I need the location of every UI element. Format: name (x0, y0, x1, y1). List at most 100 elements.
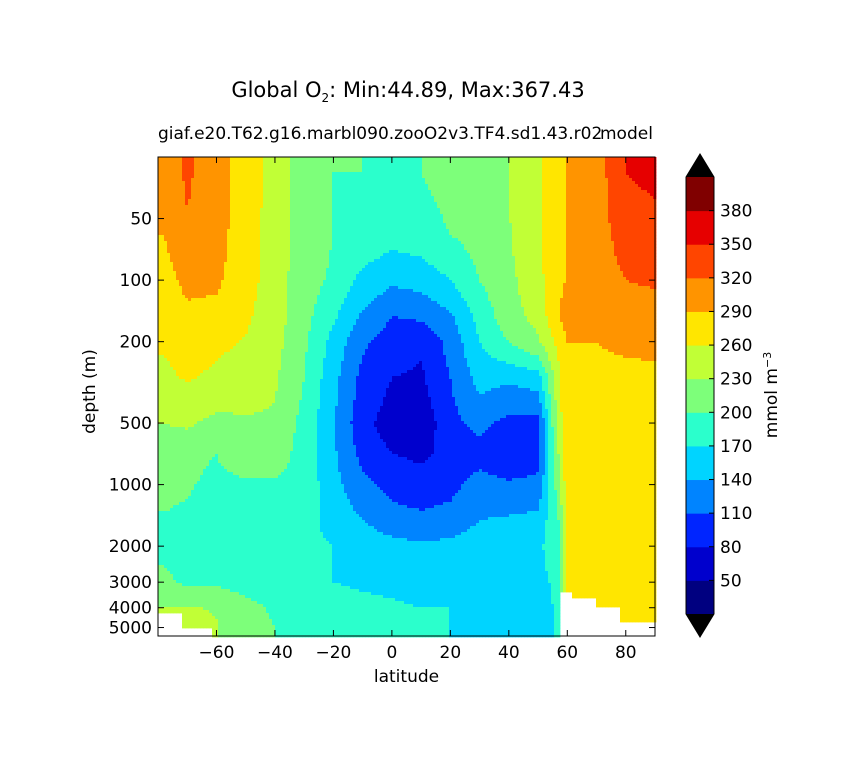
contour-cell (206, 232, 209, 235)
contour-cell (167, 370, 170, 373)
contour-cell (230, 187, 233, 190)
contour-cell (161, 598, 164, 601)
contour-cell (224, 478, 227, 481)
contour-cell (158, 259, 161, 262)
contour-cell (242, 487, 245, 490)
contour-cell (212, 334, 215, 337)
contour-cell (182, 553, 185, 556)
contour-cell (173, 520, 176, 523)
contour-cell (188, 247, 191, 250)
contour-cell (209, 313, 212, 316)
contour-cell (167, 280, 170, 283)
contour-cell (185, 400, 188, 403)
contour-cell (173, 229, 176, 232)
contour-cell (206, 472, 209, 475)
contour-cell (203, 439, 206, 442)
contour-cell (206, 346, 209, 349)
contour-cell (164, 373, 167, 376)
contour-cell (173, 427, 176, 430)
contour-cell (167, 487, 170, 490)
contour-cell (161, 211, 164, 214)
contour-cell (215, 610, 218, 613)
contour-cell (185, 268, 188, 271)
contour-cell (179, 433, 182, 436)
contour-cell (242, 157, 245, 160)
contour-cell (182, 379, 185, 382)
contour-cell (206, 520, 209, 523)
contour-cell (182, 583, 185, 586)
contour-cell (158, 538, 161, 541)
contour-cell (227, 250, 230, 253)
contour-cell (173, 301, 176, 304)
contour-cell (239, 625, 242, 628)
contour-cell (173, 379, 176, 382)
contour-cell (182, 478, 185, 481)
contour-cell (209, 445, 212, 448)
contour-cell (173, 187, 176, 190)
contour-cell (197, 292, 200, 295)
contour-cell (197, 235, 200, 238)
contour-cell (221, 589, 224, 592)
contour-cell (158, 295, 161, 298)
contour-cell (206, 484, 209, 487)
contour-cell (224, 631, 227, 634)
contour-cell (161, 241, 164, 244)
contour-cell (188, 157, 191, 160)
contour-cell (242, 583, 245, 586)
contour-cell (245, 526, 248, 529)
contour-cell (191, 616, 194, 619)
contour-cell (239, 310, 242, 313)
contour-cell (173, 547, 176, 550)
contour-cell (164, 472, 167, 475)
contour-cell (194, 385, 197, 388)
contour-cell (248, 598, 251, 601)
contour-cell (248, 229, 251, 232)
contour-cell (200, 388, 203, 391)
contour-cell (218, 340, 221, 343)
contour-cell (221, 232, 224, 235)
contour-cell (164, 184, 167, 187)
contour-cell (221, 217, 224, 220)
contour-cell (194, 526, 197, 529)
contour-cell (179, 337, 182, 340)
contour-cell (239, 529, 242, 532)
contour-cell (215, 289, 218, 292)
contour-cell (227, 319, 230, 322)
contour-cell (230, 592, 233, 595)
contour-cell (239, 589, 242, 592)
contour-cell (179, 610, 182, 613)
contour-cell (158, 451, 161, 454)
contour-cell (236, 457, 239, 460)
contour-cell (176, 481, 179, 484)
contour-cell (218, 595, 221, 598)
contour-cell (224, 289, 227, 292)
contour-cell (209, 325, 212, 328)
contour-cell (215, 388, 218, 391)
contour-cell (230, 346, 233, 349)
contour-cell (218, 220, 221, 223)
contour-cell (227, 589, 230, 592)
contour-cell (179, 229, 182, 232)
contour-cell (188, 163, 191, 166)
contour-cell (221, 487, 224, 490)
contour-cell (215, 571, 218, 574)
contour-cell (224, 526, 227, 529)
contour-cell (158, 244, 161, 247)
contour-cell (242, 265, 245, 268)
contour-cell (248, 211, 251, 214)
contour-cell (179, 409, 182, 412)
contour-cell (173, 253, 176, 256)
contour-cell (233, 592, 236, 595)
contour-cell (179, 577, 182, 580)
contour-cell (248, 427, 251, 430)
contour-cell (203, 376, 206, 379)
contour-cell (215, 559, 218, 562)
contour-cell (176, 604, 179, 607)
contour-cell (233, 415, 236, 418)
contour-cell (158, 205, 161, 208)
contour-cell (233, 160, 236, 163)
contour-cell (206, 502, 209, 505)
contour-cell (176, 526, 179, 529)
contour-cell (206, 508, 209, 511)
contour-cell (242, 574, 245, 577)
